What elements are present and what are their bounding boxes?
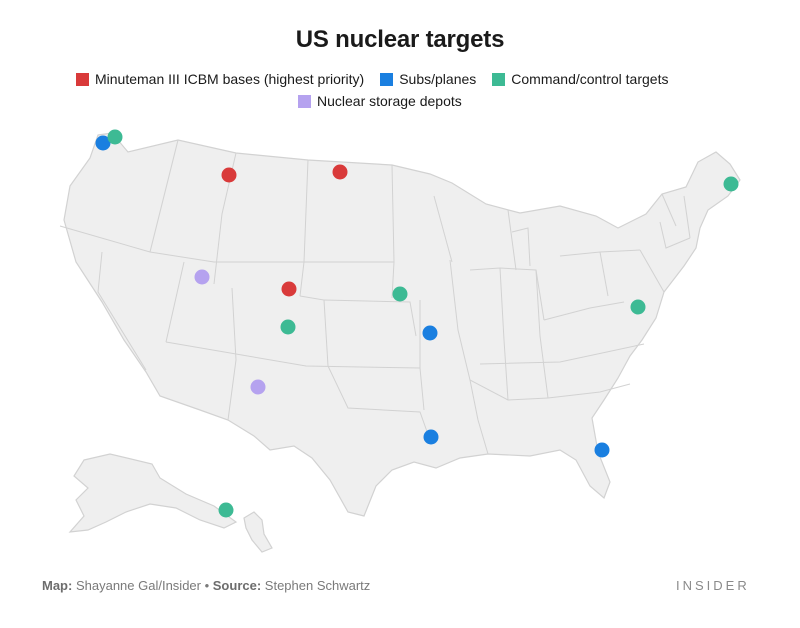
target-marker-subs-washington — [95, 135, 111, 151]
target-marker-storage-utah — [194, 269, 210, 285]
legend-swatch-subs — [380, 72, 394, 86]
legend-item-icbm: Minuteman III ICBM bases (highest priori… — [76, 71, 364, 87]
legend-swatch-command — [492, 72, 506, 86]
target-marker-icbm-wyoming — [281, 281, 297, 297]
legend-row-1: Minuteman III ICBM bases (highest priori… — [76, 71, 684, 87]
map-title: US nuclear targets — [295, 26, 505, 53]
credit-line: Map: Shayanne Gal/Insider • Source: Step… — [42, 578, 370, 593]
legend-item-storage: Nuclear storage depots — [298, 93, 462, 109]
alaska — [68, 453, 238, 533]
credit-map-value: Shayanne Gal/Insider — [72, 578, 201, 593]
legend-swatch-icbm — [76, 72, 89, 86]
credit-source-label: Source: — [212, 578, 262, 593]
legend-row-2: Nuclear storage depots — [298, 93, 478, 109]
insider-logo: INSIDER — [676, 578, 750, 593]
credit-separator: • — [200, 578, 213, 593]
target-marker-subs-louisiana — [423, 429, 439, 445]
target-marker-icbm-north-dakota — [332, 164, 348, 180]
target-marker-subs-missouri — [422, 325, 438, 341]
legend-label-storage: Nuclear storage depots — [317, 93, 462, 109]
legend-item-command: Command/control targets — [492, 71, 668, 87]
legend-label-icbm: Minuteman III ICBM bases (highest priori… — [95, 71, 365, 87]
target-marker-command-colorado — [280, 319, 296, 335]
target-marker-icbm-montana — [221, 167, 237, 183]
target-marker-subs-georgia — [594, 442, 610, 458]
target-marker-command-nebraska — [392, 286, 408, 302]
target-marker-command-hawaii — [218, 502, 234, 518]
credit-map-label: Map: — [42, 578, 73, 593]
legend-item-subs: Subs/planes — [380, 71, 476, 87]
legend-label-command: Command/control targets — [511, 71, 669, 87]
us-landmass — [63, 132, 741, 517]
credit-source-value: Stephen Schwartz — [261, 578, 371, 593]
target-marker-command-virginia-dc — [630, 299, 646, 315]
legend-swatch-storage — [298, 94, 311, 108]
legend-label-subs: Subs/planes — [399, 71, 477, 87]
target-marker-command-washington — [107, 129, 123, 145]
target-marker-storage-new-mexico — [250, 379, 266, 395]
hawaii — [243, 511, 273, 553]
target-marker-command-maine — [723, 176, 739, 192]
